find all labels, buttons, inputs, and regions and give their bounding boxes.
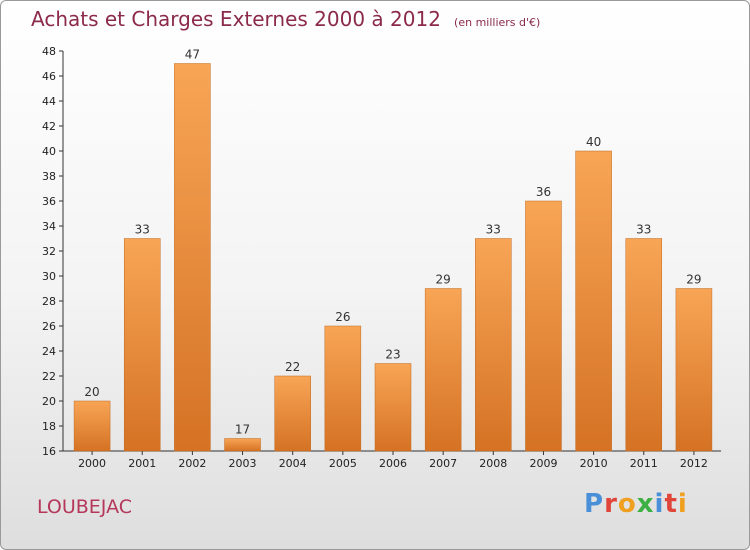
y-tick-label: 32 — [42, 245, 56, 258]
value-label-2012: 29 — [686, 273, 701, 287]
y-tick-label: 46 — [42, 70, 56, 83]
y-tick-label: 42 — [42, 120, 56, 133]
logo-letter: r — [604, 489, 618, 519]
bar-2011 — [625, 238, 663, 452]
x-tick-label-2010: 2010 — [580, 457, 608, 470]
y-tick-label: 20 — [42, 395, 56, 408]
axes: 16 18 20 22 24 26 28 30 32 34 36 38 40 42 44 46 48 2000 20… — [42, 45, 721, 470]
x-tick-label-2003: 2003 — [229, 457, 257, 470]
logo-letter: i — [677, 489, 688, 519]
bar-2007 — [424, 288, 462, 452]
logo-letter: o — [617, 489, 637, 519]
value-labels: 20 33 47 17 22 26 23 29 33 36 40 33 29 — [84, 48, 701, 437]
bar-2000 — [73, 400, 111, 452]
x-tick-label-2006: 2006 — [379, 457, 407, 470]
x-tick-label-2000: 2000 — [78, 457, 106, 470]
y-tick-label: 16 — [42, 445, 56, 458]
bar-2001 — [123, 238, 161, 452]
chart-title: Achats et Charges Externes 2000 à 2012 (… — [31, 7, 540, 31]
x-tick-label-2012: 2012 — [680, 457, 708, 470]
bar-2005 — [324, 325, 362, 452]
y-tick-label: 26 — [42, 320, 56, 333]
y-tick-label: 22 — [42, 370, 56, 383]
value-label-2004: 22 — [285, 360, 300, 374]
bar-2010 — [575, 150, 612, 452]
x-tick-label-2008: 2008 — [479, 457, 507, 470]
bar-2003 — [224, 438, 261, 452]
x-tick-label-2009: 2009 — [529, 457, 557, 470]
y-tick-label: 34 — [42, 220, 56, 233]
value-label-2007: 29 — [436, 273, 451, 287]
x-tick-label-2005: 2005 — [329, 457, 357, 470]
x-tick-label-2002: 2002 — [178, 457, 206, 470]
bars — [73, 63, 713, 452]
y-tick-label: 36 — [42, 195, 56, 208]
bar-2008 — [475, 238, 512, 452]
title-main: Achats et Charges Externes 2000 à 2012 — [31, 7, 441, 31]
y-tick-label: 40 — [42, 145, 56, 158]
commune-name: LOUBEJAC — [37, 496, 133, 518]
x-tick-label-2001: 2001 — [128, 457, 156, 470]
value-label-2009: 36 — [536, 185, 551, 199]
y-tick-label: 24 — [42, 345, 56, 358]
logo-letter: t — [664, 489, 678, 519]
bar-2012 — [675, 288, 713, 452]
x-tick-label-2011: 2011 — [630, 457, 658, 470]
bar-2006 — [374, 363, 412, 452]
title-unit: (en milliers d'€) — [454, 16, 541, 29]
logo-letter: x — [636, 489, 655, 519]
value-label-2000: 20 — [84, 385, 99, 399]
value-label-2006: 23 — [385, 348, 400, 362]
y-tick-label: 44 — [42, 95, 56, 108]
bar-2009 — [525, 200, 562, 452]
value-label-2005: 26 — [335, 310, 350, 324]
y-tick-label: 30 — [42, 270, 56, 283]
proxiti-logo[interactable]: Proxiti — [584, 489, 688, 519]
bar-2002 — [174, 63, 211, 452]
bar-2004 — [274, 375, 311, 452]
value-label-2003: 17 — [235, 423, 250, 437]
value-label-2008: 33 — [486, 223, 501, 237]
value-label-2001: 33 — [135, 223, 150, 237]
y-tick-label: 28 — [42, 295, 56, 308]
value-label-2010: 40 — [586, 135, 601, 149]
value-label-2011: 33 — [636, 223, 651, 237]
y-tick-label: 48 — [42, 45, 56, 58]
logo-letter: i — [654, 489, 665, 519]
x-tick-label-2004: 2004 — [279, 457, 307, 470]
y-tick-label: 18 — [42, 420, 56, 433]
x-tick-label-2007: 2007 — [429, 457, 457, 470]
value-label-2002: 47 — [185, 48, 200, 62]
logo-letter: P — [584, 489, 605, 519]
y-tick-label: 38 — [42, 170, 56, 183]
